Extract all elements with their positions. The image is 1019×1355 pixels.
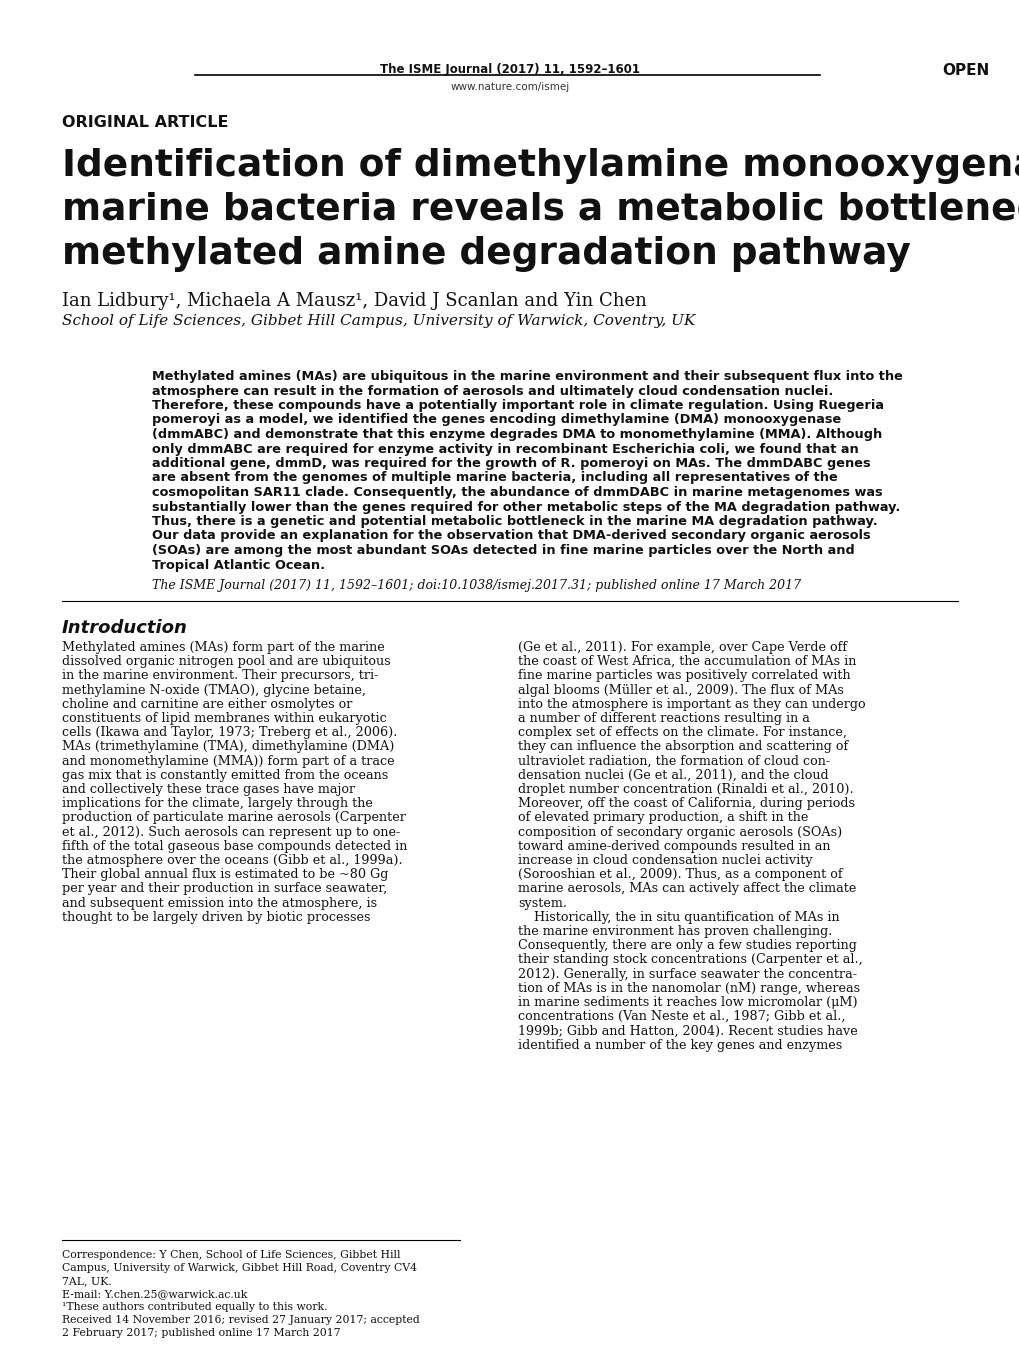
Text: School of Life Sciences, Gibbet Hill Campus, University of Warwick, Coventry, UK: School of Life Sciences, Gibbet Hill Cam… [62, 314, 695, 328]
Text: 7AL, UK.: 7AL, UK. [62, 1276, 112, 1286]
Text: and collectively these trace gases have major: and collectively these trace gases have … [62, 783, 355, 795]
Text: increase in cloud condensation nuclei activity: increase in cloud condensation nuclei ac… [518, 854, 812, 867]
Text: the marine environment has proven challenging.: the marine environment has proven challe… [518, 925, 832, 938]
Text: Our data provide an explanation for the observation that DMA-derived secondary o: Our data provide an explanation for the … [152, 530, 870, 542]
Text: 2012). Generally, in surface seawater the concentra-: 2012). Generally, in surface seawater th… [518, 967, 856, 981]
Text: in the marine environment. Their precursors, tri-: in the marine environment. Their precurs… [62, 669, 378, 683]
Text: the atmosphere over the oceans (Gibb et al., 1999a).: the atmosphere over the oceans (Gibb et … [62, 854, 403, 867]
Text: are absent from the genomes of multiple marine bacteria, including all represent: are absent from the genomes of multiple … [152, 472, 837, 485]
Text: fifth of the total gaseous base compounds detected in: fifth of the total gaseous base compound… [62, 840, 407, 852]
Text: dissolved organic nitrogen pool and are ubiquitous: dissolved organic nitrogen pool and are … [62, 656, 390, 668]
Text: only dmmABC are required for enzyme activity in recombinant Escherichia coli, we: only dmmABC are required for enzyme acti… [152, 443, 858, 455]
Text: (dmmABC) and demonstrate that this enzyme degrades DMA to monomethylamine (MMA).: (dmmABC) and demonstrate that this enzym… [152, 428, 881, 440]
Text: The ISME Journal (2017) 11, 1592–1601: The ISME Journal (2017) 11, 1592–1601 [380, 62, 639, 76]
Text: into the atmosphere is important as they can undergo: into the atmosphere is important as they… [518, 698, 865, 711]
Text: implications for the climate, largely through the: implications for the climate, largely th… [62, 797, 373, 810]
Text: of elevated primary production, a shift in the: of elevated primary production, a shift … [518, 812, 808, 824]
Text: Their global annual flux is estimated to be ~80 Gg: Their global annual flux is estimated to… [62, 869, 388, 881]
Text: marine bacteria reveals a metabolic bottleneck in the: marine bacteria reveals a metabolic bott… [62, 192, 1019, 228]
Text: Consequently, there are only a few studies reporting: Consequently, there are only a few studi… [518, 939, 856, 953]
Text: fine marine particles was positively correlated with: fine marine particles was positively cor… [518, 669, 850, 683]
Text: (Sorooshian et al., 2009). Thus, as a component of: (Sorooshian et al., 2009). Thus, as a co… [518, 869, 842, 881]
Text: gas mix that is constantly emitted from the oceans: gas mix that is constantly emitted from … [62, 768, 388, 782]
Text: Identification of dimethylamine monooxygenase in: Identification of dimethylamine monooxyg… [62, 148, 1019, 184]
Text: per year and their production in surface seawater,: per year and their production in surface… [62, 882, 387, 896]
Text: E-mail: Y.chen.25@warwick.ac.uk: E-mail: Y.chen.25@warwick.ac.uk [62, 1289, 248, 1299]
Text: and monomethylamine (MMA)) form part of a trace: and monomethylamine (MMA)) form part of … [62, 755, 394, 767]
Text: 1999b; Gibb and Hatton, 2004). Recent studies have: 1999b; Gibb and Hatton, 2004). Recent st… [518, 1024, 857, 1038]
Text: The ISME Journal (2017) 11, 1592–1601; doi:10.1038/ismej.2017.31; published onli: The ISME Journal (2017) 11, 1592–1601; d… [152, 579, 800, 592]
Text: ¹These authors contributed equally to this work.: ¹These authors contributed equally to th… [62, 1302, 327, 1312]
Text: ultraviolet radiation, the formation of cloud con-: ultraviolet radiation, the formation of … [518, 755, 829, 767]
Text: system.: system. [518, 897, 567, 909]
Text: the coast of West Africa, the accumulation of MAs in: the coast of West Africa, the accumulati… [518, 656, 856, 668]
Text: atmosphere can result in the formation of aerosols and ultimately cloud condensa: atmosphere can result in the formation o… [152, 385, 833, 397]
Text: 2 February 2017; published online 17 March 2017: 2 February 2017; published online 17 Mar… [62, 1328, 340, 1337]
Text: Tropical Atlantic Ocean.: Tropical Atlantic Ocean. [152, 558, 325, 572]
Text: algal blooms (Müller et al., 2009). The flux of MAs: algal blooms (Müller et al., 2009). The … [518, 684, 843, 696]
Text: substantially lower than the genes required for other metabolic steps of the MA : substantially lower than the genes requi… [152, 500, 900, 514]
Text: droplet number concentration (Rinaldi et al., 2010).: droplet number concentration (Rinaldi et… [518, 783, 853, 795]
Text: their standing stock concentrations (Carpenter et al.,: their standing stock concentrations (Car… [518, 954, 862, 966]
Text: they can influence the absorption and scattering of: they can influence the absorption and sc… [518, 740, 848, 753]
Text: www.nature.com/ismej: www.nature.com/ismej [450, 83, 569, 92]
Text: methylated amine degradation pathway: methylated amine degradation pathway [62, 236, 910, 272]
Text: Introduction: Introduction [62, 619, 187, 637]
Text: cells (Ikawa and Taylor, 1973; Treberg et al., 2006).: cells (Ikawa and Taylor, 1973; Treberg e… [62, 726, 397, 740]
Text: methylamine N-oxide (TMAO), glycine betaine,: methylamine N-oxide (TMAO), glycine beta… [62, 684, 366, 696]
Text: densation nuclei (Ge et al., 2011), and the cloud: densation nuclei (Ge et al., 2011), and … [518, 768, 827, 782]
Text: Correspondence: Y Chen, School of Life Sciences, Gibbet Hill: Correspondence: Y Chen, School of Life S… [62, 1251, 400, 1260]
Text: concentrations (Van Neste et al., 1987; Gibb et al.,: concentrations (Van Neste et al., 1987; … [518, 1011, 845, 1023]
Text: in marine sediments it reaches low micromolar (μM): in marine sediments it reaches low micro… [518, 996, 857, 1009]
Text: tion of MAs is in the nanomolar (nM) range, whereas: tion of MAs is in the nanomolar (nM) ran… [518, 982, 859, 995]
Text: additional gene, dmmD, was required for the growth of R. pomeroyi on MAs. The dm: additional gene, dmmD, was required for … [152, 457, 870, 470]
Text: Therefore, these compounds have a potentially important role in climate regulati: Therefore, these compounds have a potent… [152, 398, 883, 412]
Text: Thus, there is a genetic and potential metabolic bottleneck in the marine MA deg: Thus, there is a genetic and potential m… [152, 515, 877, 528]
Text: thought to be largely driven by biotic processes: thought to be largely driven by biotic p… [62, 911, 370, 924]
Text: cosmopolitan SAR11 clade. Consequently, the abundance of dmmDABC in marine metag: cosmopolitan SAR11 clade. Consequently, … [152, 486, 881, 499]
Text: toward amine-derived compounds resulted in an: toward amine-derived compounds resulted … [518, 840, 829, 852]
Text: Methylated amines (MAs) form part of the marine: Methylated amines (MAs) form part of the… [62, 641, 384, 654]
Text: identified a number of the key genes and enzymes: identified a number of the key genes and… [518, 1038, 842, 1051]
Text: production of particulate marine aerosols (Carpenter: production of particulate marine aerosol… [62, 812, 406, 824]
Text: Ian Lidbury¹, Michaela A Mausz¹, David J Scanlan and Yin Chen: Ian Lidbury¹, Michaela A Mausz¹, David J… [62, 291, 646, 310]
Text: pomeroyi as a model, we identified the genes encoding dimethylamine (DMA) monoox: pomeroyi as a model, we identified the g… [152, 413, 841, 427]
Text: constituents of lipid membranes within eukaryotic: constituents of lipid membranes within e… [62, 711, 386, 725]
Text: choline and carnitine are either osmolytes or: choline and carnitine are either osmolyt… [62, 698, 352, 711]
Text: (Ge et al., 2011). For example, over Cape Verde off: (Ge et al., 2011). For example, over Cap… [518, 641, 847, 654]
Text: Campus, University of Warwick, Gibbet Hill Road, Coventry CV4: Campus, University of Warwick, Gibbet Hi… [62, 1263, 417, 1272]
Text: complex set of effects on the climate. For instance,: complex set of effects on the climate. F… [518, 726, 846, 740]
Text: OPEN: OPEN [942, 62, 989, 79]
Text: Methylated amines (MAs) are ubiquitous in the marine environment and their subse: Methylated amines (MAs) are ubiquitous i… [152, 370, 902, 383]
Text: marine aerosols, MAs can actively affect the climate: marine aerosols, MAs can actively affect… [518, 882, 856, 896]
Text: and subsequent emission into the atmosphere, is: and subsequent emission into the atmosph… [62, 897, 377, 909]
Text: composition of secondary organic aerosols (SOAs): composition of secondary organic aerosol… [518, 825, 842, 839]
Text: (SOAs) are among the most abundant SOAs detected in fine marine particles over t: (SOAs) are among the most abundant SOAs … [152, 543, 854, 557]
Text: MAs (trimethylamine (TMA), dimethylamine (DMA): MAs (trimethylamine (TMA), dimethylamine… [62, 740, 394, 753]
Text: ORIGINAL ARTICLE: ORIGINAL ARTICLE [62, 115, 228, 130]
Text: a number of different reactions resulting in a: a number of different reactions resultin… [518, 711, 809, 725]
Text: Moreover, off the coast of California, during periods: Moreover, off the coast of California, d… [518, 797, 854, 810]
Text: Historically, the in situ quantification of MAs in: Historically, the in situ quantification… [518, 911, 839, 924]
Text: et al., 2012). Such aerosols can represent up to one-: et al., 2012). Such aerosols can represe… [62, 825, 399, 839]
Text: Received 14 November 2016; revised 27 January 2017; accepted: Received 14 November 2016; revised 27 Ja… [62, 1314, 420, 1325]
